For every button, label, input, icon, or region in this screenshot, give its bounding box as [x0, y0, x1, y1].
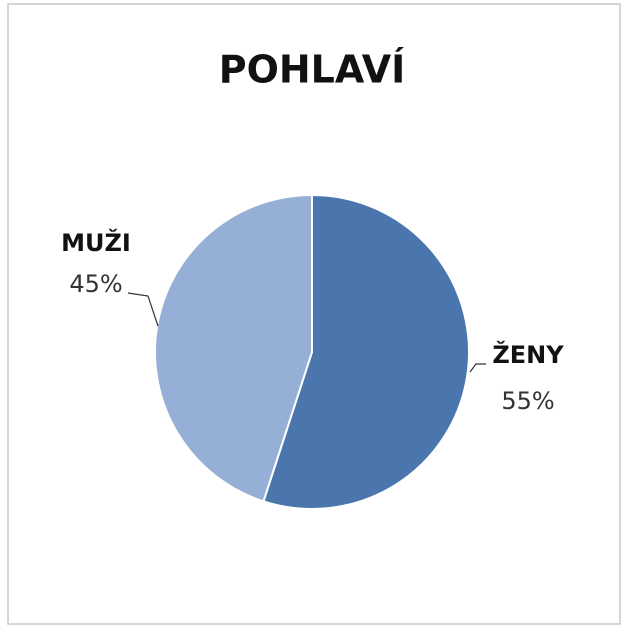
pie-slice	[154, 193, 313, 503]
slice-category-label: ŽENY	[492, 340, 564, 369]
chart-title: POHLAVÍ	[219, 48, 406, 92]
leader-line	[469, 363, 486, 373]
slice-value-label: 45%	[69, 270, 122, 298]
leader-line	[127, 292, 159, 327]
slice-category-label: MUŽI	[61, 228, 131, 257]
slice-value-label: 55%	[501, 387, 554, 415]
pie-slice	[262, 193, 470, 510]
